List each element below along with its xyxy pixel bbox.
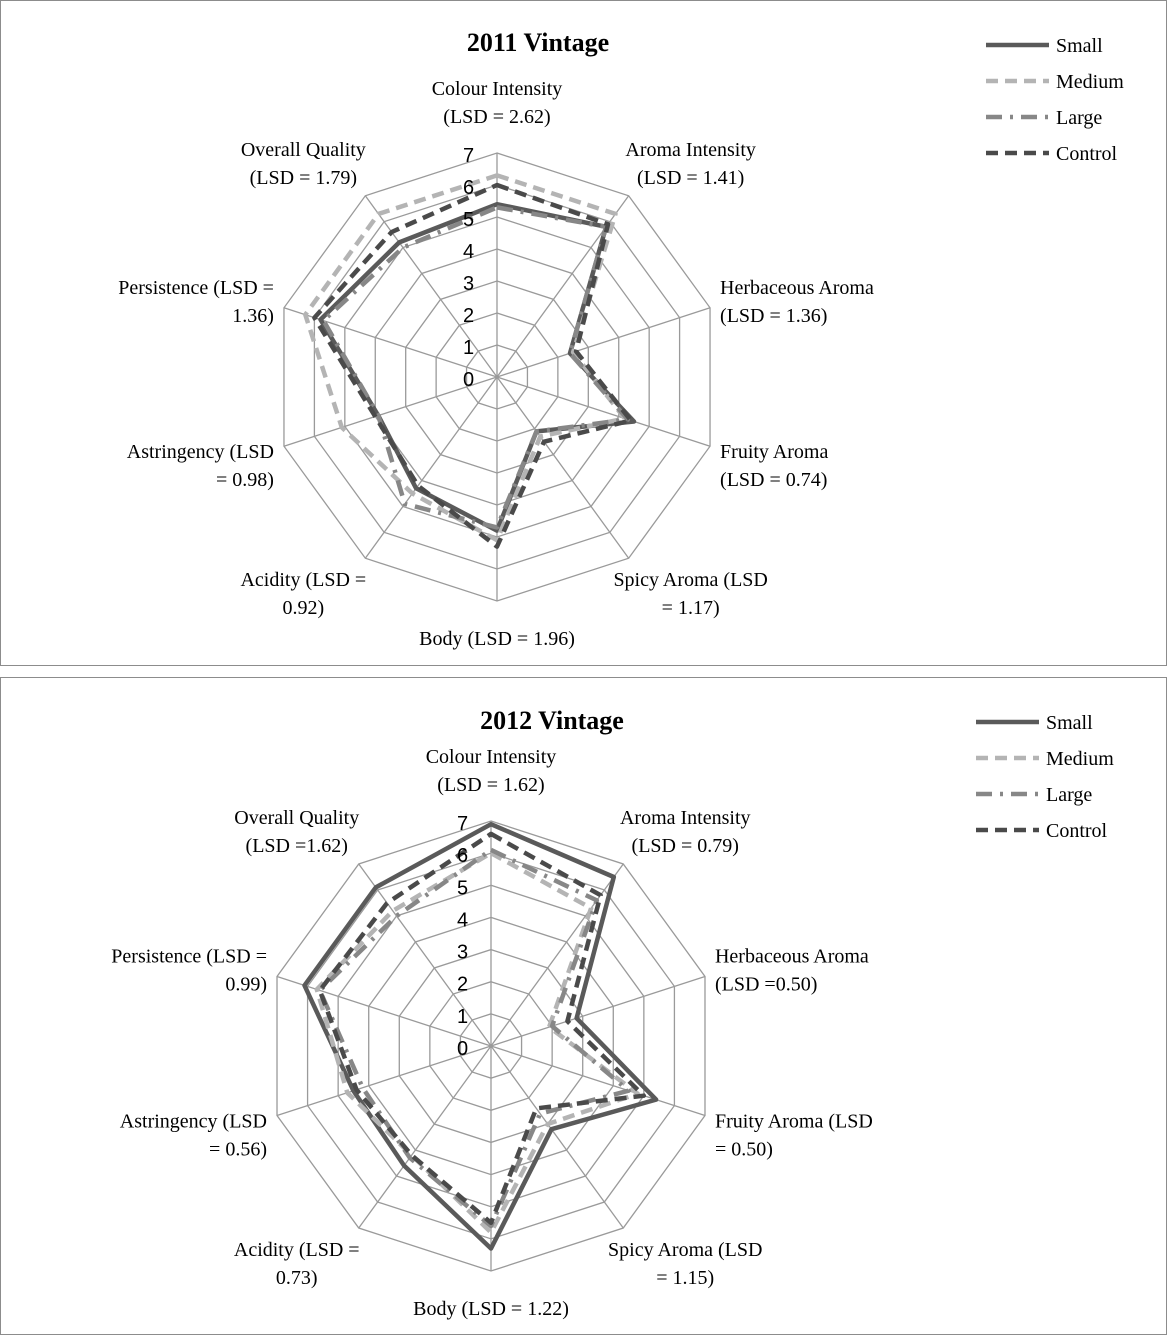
tick-label: 2 bbox=[457, 974, 468, 996]
axis-label: Colour Intensity bbox=[432, 78, 563, 100]
axis-label: Acidity (LSD = bbox=[234, 1239, 360, 1261]
axis-label: Spicy Aroma (LSD bbox=[608, 1239, 762, 1261]
axis-label: Colour Intensity bbox=[426, 746, 557, 768]
tick-label: 6 bbox=[457, 845, 468, 867]
axis-label: = 0.56) bbox=[209, 1139, 267, 1161]
series-line-large bbox=[321, 205, 631, 530]
tick-label: 7 bbox=[463, 145, 474, 167]
axis-label: Acidity (LSD = bbox=[240, 569, 366, 591]
series-line-large bbox=[317, 847, 631, 1229]
legend-label-medium: Medium bbox=[1046, 748, 1114, 770]
axis-label: Persistence (LSD = bbox=[118, 277, 274, 299]
axis-labels: Colour Intensity (LSD = 1.62) Aroma Intens… bbox=[111, 746, 872, 1320]
axis-label: = 0.98) bbox=[216, 469, 274, 491]
axis-labels: Colour Intensity (LSD = 2.62) Aroma Intens… bbox=[118, 78, 874, 650]
tick-label: 2 bbox=[463, 305, 474, 327]
chart-title: 2012 Vintage bbox=[480, 706, 624, 735]
series-line-control bbox=[312, 182, 634, 549]
tick-label: 3 bbox=[457, 942, 468, 964]
tick-label: 4 bbox=[457, 909, 468, 931]
series-line-small bbox=[302, 821, 659, 1251]
axis-label: Spicy Aroma (LSD bbox=[613, 569, 767, 591]
legend-label-control: Control bbox=[1056, 143, 1118, 165]
axis-spoke bbox=[490, 1045, 624, 1229]
axis-spoke bbox=[276, 975, 492, 1047]
tick-label: 1 bbox=[457, 1006, 468, 1028]
axis-label: Herbaceous Aroma bbox=[715, 945, 869, 967]
axis-label: Aroma Intensity bbox=[625, 139, 756, 161]
axis-label: Body (LSD = 1.22) bbox=[413, 1298, 569, 1320]
chart-panel-2012: 2012 Vintage 0 1 2 3 4 5 6 7 Colour Intensity (LSD… bbox=[0, 677, 1167, 1335]
axis-label: Fruity Aroma (LSD bbox=[715, 1111, 873, 1133]
legend-label-small: Small bbox=[1046, 712, 1093, 734]
axis-spoke bbox=[276, 1045, 492, 1117]
tick-label: 4 bbox=[463, 241, 474, 263]
radar-chart-2012: 2012 Vintage 0 1 2 3 4 5 6 7 Colour Intensity (LSD… bbox=[111, 706, 1114, 1320]
axis-label: (LSD =1.62) bbox=[246, 835, 348, 857]
axis-spoke bbox=[364, 195, 498, 378]
tick-label: 3 bbox=[463, 273, 474, 295]
legend-label-large: Large bbox=[1056, 107, 1102, 129]
axis-label: Astringency (LSD bbox=[127, 441, 274, 463]
legend-label-large: Large bbox=[1046, 784, 1092, 806]
axis-label: 1.36) bbox=[232, 305, 274, 327]
axis-label: = 1.17) bbox=[662, 597, 720, 619]
axis-spoke bbox=[496, 376, 630, 559]
axis-label: (LSD =0.50) bbox=[715, 973, 817, 995]
axis-label: Overall Quality bbox=[234, 807, 359, 829]
axis-spoke bbox=[364, 376, 498, 559]
tick-label: 0 bbox=[463, 369, 474, 391]
axis-label: Aroma Intensity bbox=[620, 807, 751, 829]
axis-label: Herbaceous Aroma bbox=[720, 277, 874, 299]
axis-label: 0.73) bbox=[276, 1267, 318, 1289]
axis-label: 0.99) bbox=[225, 973, 267, 995]
axis-label: Body (LSD = 1.96) bbox=[419, 628, 575, 650]
series-line-medium bbox=[303, 173, 628, 543]
series-group bbox=[303, 173, 637, 549]
axis-label: (LSD = 0.74) bbox=[720, 469, 827, 491]
axis-label: (LSD = 0.79) bbox=[632, 835, 739, 857]
axis-label: = 0.50) bbox=[715, 1139, 773, 1161]
axis-spoke bbox=[283, 376, 498, 447]
axis-label: = 1.15) bbox=[656, 1267, 714, 1289]
chart-title: 2011 Vintage bbox=[467, 28, 609, 57]
series-line-control bbox=[317, 831, 647, 1226]
tick-label: 1 bbox=[463, 337, 474, 359]
series-group bbox=[302, 821, 659, 1251]
axis-spoke bbox=[496, 307, 711, 378]
legend: Small Medium Large Control bbox=[986, 35, 1124, 165]
tick-labels: 0 1 2 3 4 5 6 7 bbox=[463, 145, 474, 391]
legend: Small Medium Large Control bbox=[976, 712, 1114, 842]
radar-grid bbox=[276, 820, 706, 1272]
chart-panel-2011: 2011 Vintage 0 1 2 3 4 5 6 7 Colour Intensity (LSD… bbox=[0, 0, 1167, 666]
axis-label: Fruity Aroma bbox=[720, 441, 828, 463]
tick-label: 5 bbox=[463, 209, 474, 231]
tick-labels: 0 1 2 3 4 5 6 7 bbox=[457, 813, 468, 1060]
tick-label: 6 bbox=[463, 177, 474, 199]
axis-spoke bbox=[496, 376, 711, 447]
axis-label: Overall Quality bbox=[241, 139, 366, 161]
axis-label: (LSD = 1.41) bbox=[637, 167, 744, 189]
tick-label: 0 bbox=[457, 1038, 468, 1060]
axis-spoke bbox=[490, 975, 706, 1047]
legend-label-small: Small bbox=[1056, 35, 1103, 57]
axis-label: (LSD = 1.79) bbox=[250, 167, 357, 189]
tick-label: 5 bbox=[457, 877, 468, 899]
axis-spoke bbox=[490, 1045, 706, 1117]
series-line-medium bbox=[314, 850, 640, 1235]
axis-label: (LSD = 1.36) bbox=[720, 305, 827, 327]
legend-label-medium: Medium bbox=[1056, 71, 1124, 93]
radar-chart-2011: 2011 Vintage 0 1 2 3 4 5 6 7 Colour Intensity (LSD… bbox=[118, 28, 1124, 650]
axis-spoke bbox=[358, 863, 492, 1047]
radar-grid bbox=[283, 152, 711, 602]
axis-spoke bbox=[358, 1045, 492, 1229]
axis-label: 0.92) bbox=[283, 597, 325, 619]
legend-label-control: Control bbox=[1046, 820, 1108, 842]
axis-label: (LSD = 1.62) bbox=[437, 774, 544, 796]
axis-label: Persistence (LSD = bbox=[111, 945, 267, 967]
axis-label: Astringency (LSD bbox=[120, 1111, 267, 1133]
series-line-small bbox=[318, 201, 637, 533]
axis-label: (LSD = 2.62) bbox=[443, 106, 550, 128]
tick-label: 7 bbox=[457, 813, 468, 835]
